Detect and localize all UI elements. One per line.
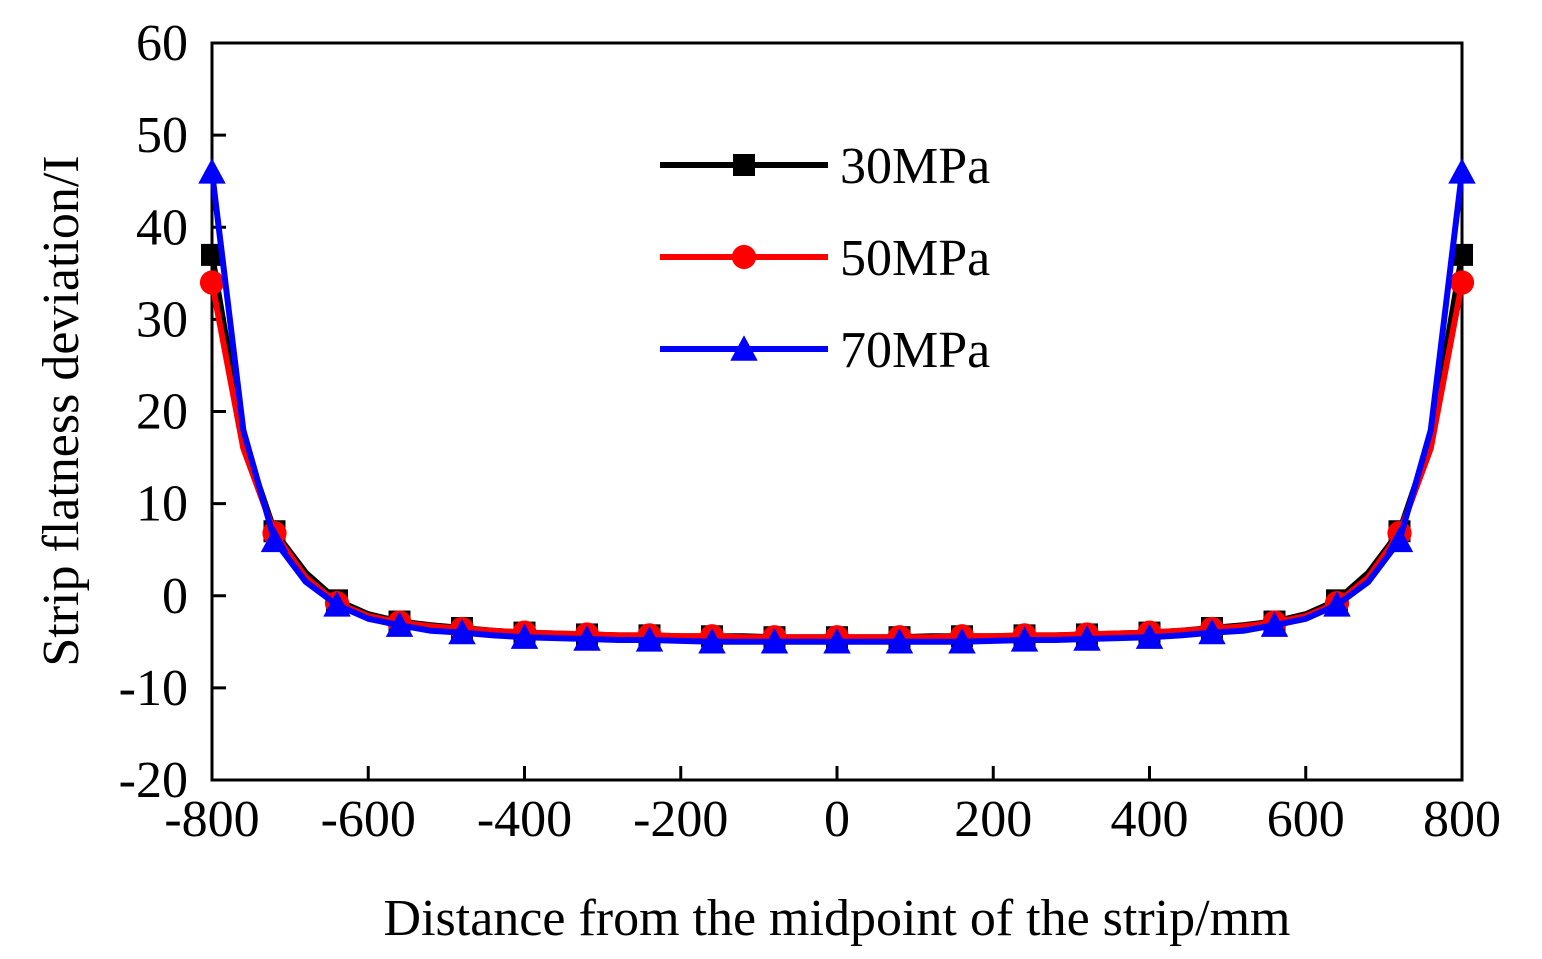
y-tick-label: -10 [119,660,188,717]
legend-marker [733,154,755,176]
x-tick-label: 400 [1111,791,1189,848]
data-point-triangle [1323,591,1351,617]
data-point-triangle [1448,158,1476,184]
data-point-triangle [885,628,914,654]
plot-area [210,41,1464,782]
y-tick-label: 20 [136,384,188,441]
data-point-triangle [823,628,851,654]
series-layer [198,158,1476,654]
legend-label: 50MPa [840,230,990,287]
x-tick-label: 0 [824,791,850,848]
data-point-triangle [1260,611,1289,637]
data-point-triangle [448,618,476,645]
y-tick-label: -20 [119,752,188,809]
legend-item: 30MPa [660,138,990,195]
y-tick-label: 60 [136,15,188,72]
data-point-triangle [1073,625,1101,651]
series-line [209,171,1465,645]
legend-item: 50MPa [660,230,990,287]
data-point-triangle [260,526,289,553]
y-tick-label: 10 [136,476,188,533]
x-axis-title: Distance from the midpoint of the strip/… [384,890,1291,947]
data-point-triangle [198,158,226,184]
legend-label: 70MPa [840,322,990,379]
series-line [209,254,1465,641]
x-tick-label: -600 [321,791,416,848]
legend-marker [731,244,757,270]
y-tick-label: 30 [136,291,188,348]
legend-label: 30MPa [840,138,990,195]
x-tick-label: -800 [164,791,259,848]
legend-marker [730,335,758,361]
series-70MPa [198,158,1476,654]
x-tick-label: -400 [477,791,572,848]
legend: 30MPa 50MPa 70MPa [660,138,990,379]
legend-item: 70MPa [660,322,990,379]
y-tick-label: 0 [162,568,188,625]
x-tick-label: -200 [633,791,728,848]
data-point-circle [1449,270,1475,295]
x-tick-label: 600 [1267,791,1345,848]
data-point-triangle [510,623,539,649]
data-point-square [201,243,223,266]
data-point-triangle [760,628,789,654]
data-point-triangle [1198,618,1226,645]
data-point-triangle [1010,626,1039,652]
x-tick-label: 800 [1423,791,1501,848]
series-50MPa [199,270,1475,650]
data-point-circle [199,270,225,295]
y-axis-title: Strip flatness deviation/I [33,155,90,666]
data-point-triangle [573,625,601,651]
y-tick-label: 40 [136,199,188,256]
data-point-triangle [1385,526,1414,553]
series-line [209,281,1465,641]
data-point-triangle [323,591,351,617]
axis-ticks: -800 -600 -400 -200 0 200 400 600 800 -20 -10 0 10 20… [119,15,1501,848]
series-30MPa [201,243,1473,649]
plot-border [210,41,1464,782]
data-point-triangle [698,628,726,654]
data-point-triangle [635,626,664,652]
data-point-triangle [385,611,414,637]
x-tick-label: 200 [954,791,1032,848]
y-tick-label: 50 [136,107,188,164]
data-point-square [1451,243,1473,266]
data-point-triangle [1135,623,1164,649]
data-point-triangle [948,628,976,654]
